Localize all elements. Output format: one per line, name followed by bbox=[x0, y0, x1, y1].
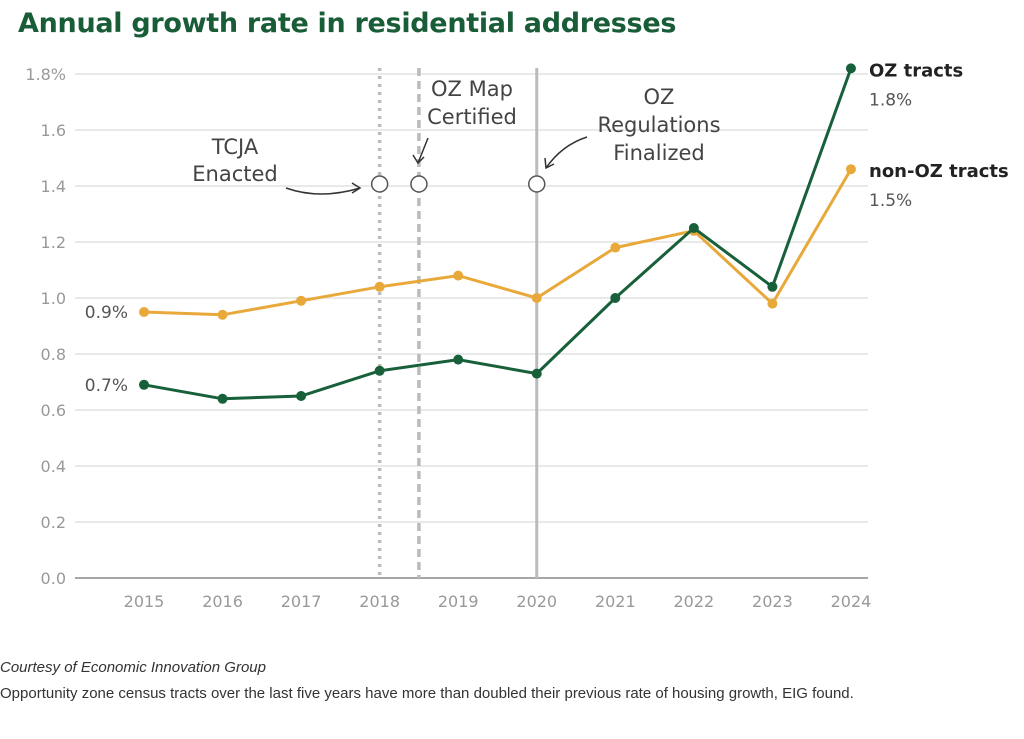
y-tick-label: 0.6 bbox=[41, 401, 66, 420]
start-value-label: 0.7% bbox=[85, 376, 128, 396]
arrow-icon bbox=[285, 182, 362, 195]
end-value-label: 1.5% bbox=[869, 191, 912, 211]
y-tick-label: 1.2 bbox=[41, 233, 66, 252]
annotation-text: Regulations bbox=[597, 113, 720, 137]
x-tick-label: 2016 bbox=[202, 592, 243, 611]
y-tick-label: 0.2 bbox=[41, 513, 66, 532]
y-tick-label: 0.4 bbox=[41, 457, 66, 476]
data-point bbox=[217, 309, 228, 320]
line-chart: 0.0 0.2 0.4 0.6 0.8 1.0 1.2 1.4 1.6 1.8% 2015 2016 2… bbox=[25, 60, 1009, 611]
data-point bbox=[453, 354, 464, 365]
data-point bbox=[531, 368, 542, 379]
data-point bbox=[845, 63, 856, 74]
y-tick-label: 0.0 bbox=[41, 569, 66, 588]
x-tick-label: 2021 bbox=[595, 592, 636, 611]
arrow-icon bbox=[544, 136, 588, 170]
data-point bbox=[374, 365, 385, 376]
series-label: non-OZ tracts bbox=[869, 161, 1009, 182]
x-tick-label: 2024 bbox=[831, 592, 872, 611]
annotation-text: Certified bbox=[427, 105, 517, 129]
x-tick-label: 2023 bbox=[752, 592, 793, 611]
image-credit: Courtesy of Economic Innovation Group bbox=[0, 659, 266, 676]
series-line bbox=[143, 168, 853, 317]
annotation-text: OZ Map bbox=[431, 77, 513, 101]
data-point bbox=[845, 164, 856, 175]
annotation-text: OZ bbox=[644, 85, 675, 109]
y-tick-label: 1.8% bbox=[25, 65, 66, 84]
event-marker bbox=[528, 175, 546, 193]
x-tick-label: 2022 bbox=[673, 592, 714, 611]
data-point bbox=[139, 379, 149, 390]
annotation-text: TCJA bbox=[211, 135, 259, 159]
event-marker bbox=[410, 175, 428, 193]
x-tick-label: 2019 bbox=[438, 592, 479, 611]
y-tick-label: 1.0 bbox=[41, 289, 66, 308]
data-point bbox=[610, 242, 621, 253]
data-point bbox=[688, 223, 699, 233]
data-point bbox=[610, 293, 621, 303]
annotation-text: Enacted bbox=[192, 162, 277, 186]
data-point bbox=[217, 393, 228, 404]
y-tick-label: 1.4 bbox=[41, 177, 66, 196]
data-point bbox=[139, 307, 149, 317]
data-point bbox=[767, 281, 778, 292]
annotation-text: Finalized bbox=[613, 141, 705, 165]
start-value-label: 0.9% bbox=[85, 303, 128, 323]
x-tick-label: 2018 bbox=[359, 592, 400, 611]
data-point bbox=[374, 281, 385, 292]
event-marker bbox=[370, 175, 389, 193]
chart-title: Annual growth rate in residential addres… bbox=[18, 8, 677, 39]
series-label: OZ tracts bbox=[869, 60, 963, 81]
data-point bbox=[767, 298, 778, 309]
data-point bbox=[531, 293, 542, 303]
end-value-label: 1.8% bbox=[869, 90, 912, 110]
image-caption: Opportunity zone census tracts over the … bbox=[0, 685, 854, 702]
y-tick-label: 1.6 bbox=[41, 121, 66, 140]
data-point bbox=[296, 295, 307, 306]
series-line bbox=[143, 67, 853, 401]
data-point bbox=[453, 270, 464, 281]
x-tick-label: 2015 bbox=[124, 592, 165, 611]
x-tick-label: 2017 bbox=[281, 592, 322, 611]
arrow-icon bbox=[412, 137, 429, 165]
x-tick-label: 2020 bbox=[516, 592, 557, 611]
y-tick-label: 0.8 bbox=[41, 345, 66, 364]
data-point bbox=[296, 391, 307, 401]
